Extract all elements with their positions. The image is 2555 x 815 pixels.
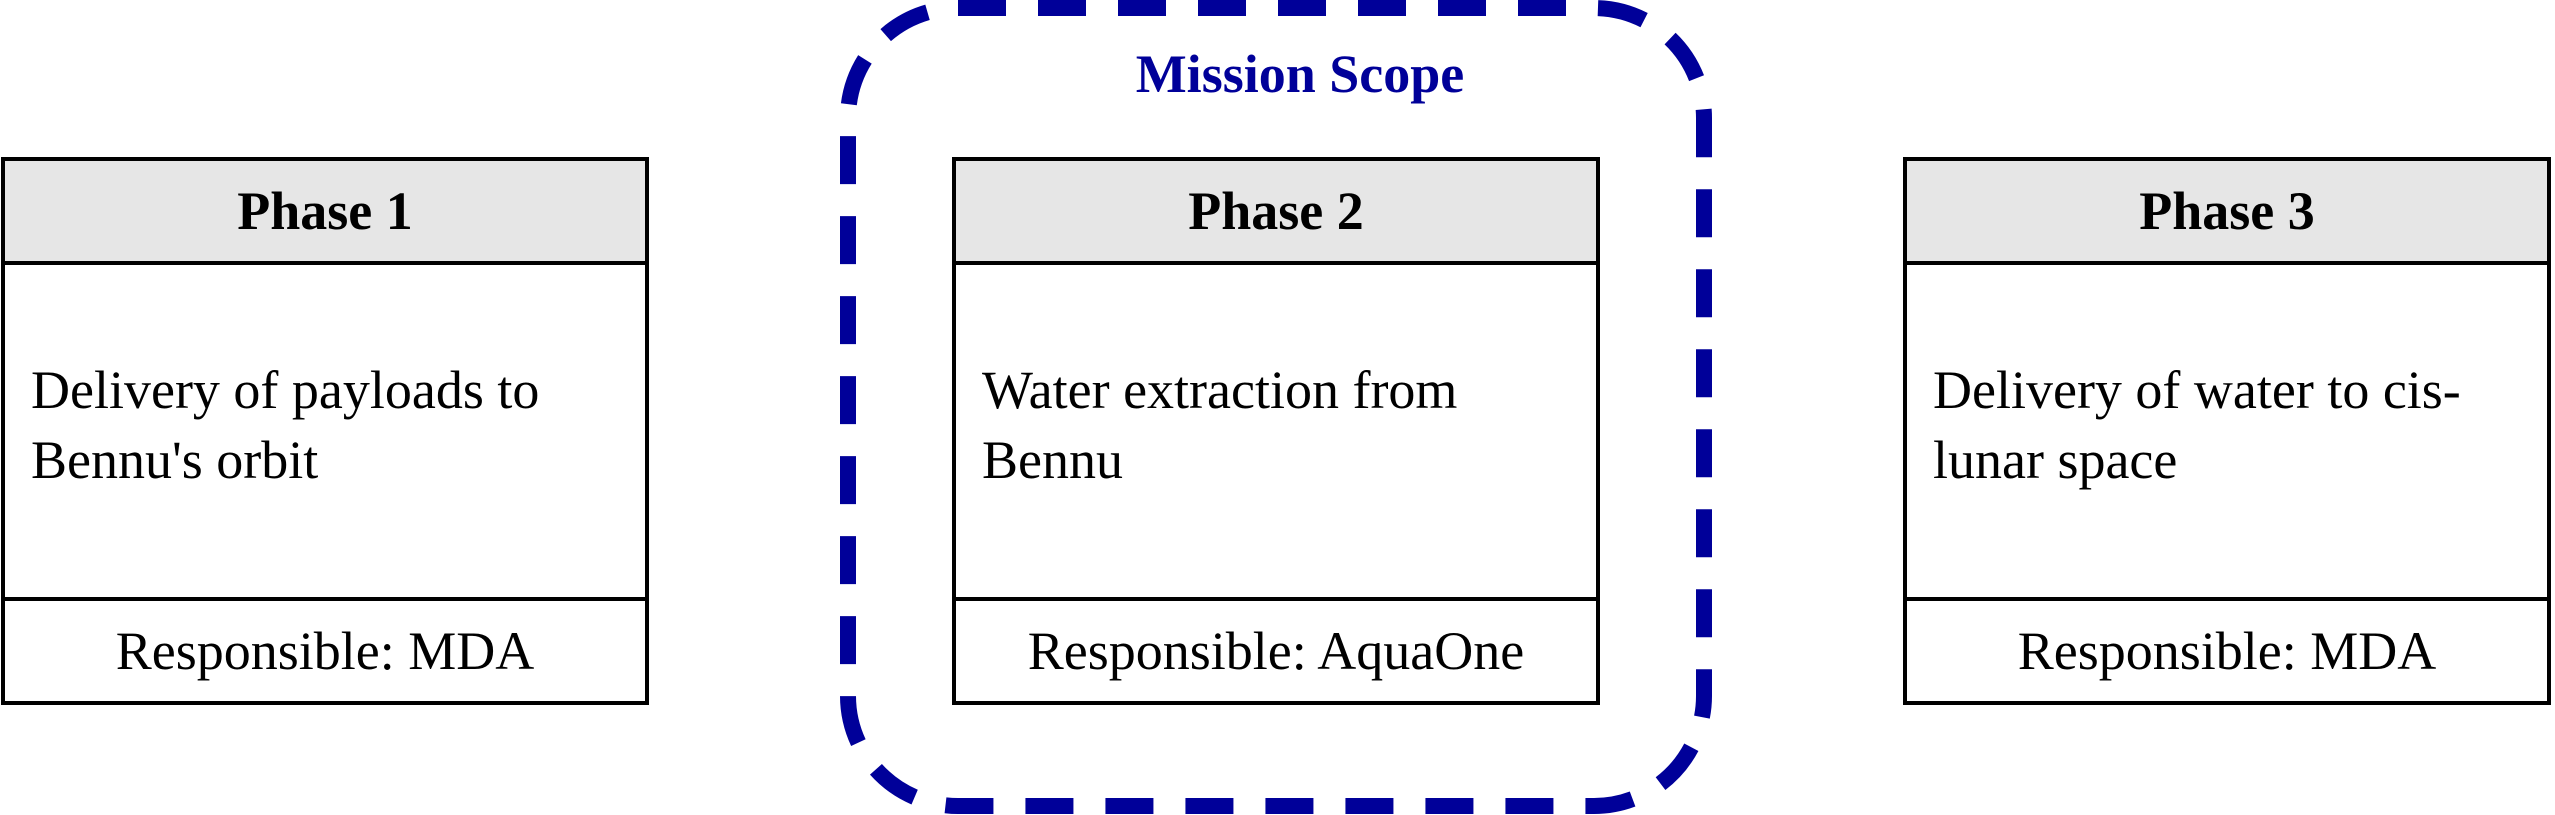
phase-3-title: Phase 3 [1907, 161, 2547, 265]
phase-3-description: Delivery of water to cis-lunar space [1933, 360, 2461, 490]
mission-scope-label: Mission Scope [1135, 44, 1465, 104]
phase-1-description: Delivery of payloads to Bennu's orbit [31, 360, 540, 490]
phase-2-description: Water extraction from Bennu [982, 360, 1458, 490]
phase-1-box: Phase 1 Delivery of payloads to Bennu's … [1, 157, 649, 705]
phase-2-responsible: Responsible: AquaOne [956, 597, 1596, 701]
phase-1-title: Phase 1 [5, 161, 645, 265]
phase-3-box: Phase 3 Delivery of water to cis-lunar s… [1903, 157, 2551, 705]
phase-2-title: Phase 2 [956, 161, 1596, 265]
phase-3-responsible: Responsible: MDA [1907, 597, 2547, 701]
phase-2-box: Phase 2 Water extraction from Bennu Resp… [952, 157, 1600, 705]
phase-1-responsible: Responsible: MDA [5, 597, 645, 701]
